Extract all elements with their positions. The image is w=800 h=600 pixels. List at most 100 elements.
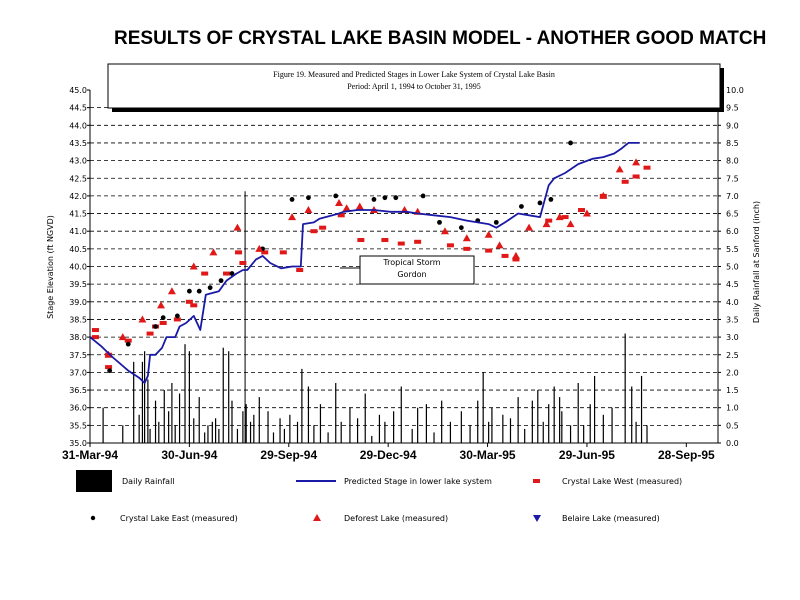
east-marker <box>458 225 464 231</box>
west-marker <box>512 257 520 262</box>
east-marker <box>107 368 113 374</box>
tick-labels: 35.0 35.5 36.0 36.5 37.0 37.5 38.0 38.5 39.0 39.5… <box>62 86 744 462</box>
y2-tick-label: 3.5 <box>726 315 739 324</box>
east-marker <box>174 313 180 319</box>
y-tick-label: 41.0 <box>69 227 87 236</box>
east-marker <box>218 278 224 284</box>
deforest-marker <box>189 262 198 270</box>
deforest-marker <box>288 213 297 221</box>
deforest-marker <box>542 220 551 228</box>
east-marker <box>289 197 295 202</box>
legend-belaire-label: Belaire Lake (measured) <box>562 514 660 523</box>
west-marker <box>337 213 345 218</box>
east-marker <box>568 140 573 146</box>
predicted-line-group <box>89 142 640 384</box>
east-marker <box>160 315 166 321</box>
y-tick-label: 37.5 <box>69 351 87 360</box>
deforest-marker <box>335 198 344 206</box>
x-tick-label: 29-Dec-94 <box>360 448 417 462</box>
west-marker <box>124 338 132 343</box>
west-marker <box>190 303 198 308</box>
west-marker <box>545 218 553 223</box>
deforest-marker <box>342 204 351 212</box>
deforest-marker <box>255 244 264 252</box>
chart-axes <box>87 89 721 447</box>
y2-tick-label: 4.5 <box>726 280 739 289</box>
annotation-box: Tropical Storm Gordon <box>340 255 475 285</box>
west-marker <box>643 165 651 170</box>
west-marker <box>279 250 287 255</box>
x-tick-label: 31-Mar-94 <box>62 448 118 462</box>
y2-tick-label: 6.0 <box>726 227 739 236</box>
predicted-stage-line <box>89 142 640 384</box>
y-tick-label: 39.0 <box>69 298 87 307</box>
west-marker <box>381 238 389 243</box>
y-tick-label: 35.0 <box>69 439 87 448</box>
legend-east-label: Crystal Lake East (measured) <box>120 514 238 523</box>
rainfall-bars <box>102 333 648 443</box>
west-marker <box>239 260 247 265</box>
deforest-marker <box>555 213 564 221</box>
y-tick-label: 44.0 <box>69 121 87 130</box>
x-tick-label: 29-Jun-95 <box>559 448 615 462</box>
y2-tick-label: 0.5 <box>726 421 739 430</box>
east-marker <box>333 193 339 199</box>
west-marker <box>561 215 569 220</box>
annotation-line1: Tropical Storm <box>382 258 440 267</box>
y2-tick-label: 9.0 <box>726 121 739 130</box>
y2-tick-label: 1.5 <box>726 386 739 395</box>
west-marker <box>446 243 454 248</box>
east-marker <box>382 195 388 201</box>
east-marker <box>493 219 499 225</box>
east-marker <box>393 195 399 201</box>
west-marker <box>397 241 405 246</box>
y-tick-label: 36.0 <box>69 404 87 413</box>
y-tick-label: 42.0 <box>69 192 87 201</box>
deforest-marker <box>615 165 624 173</box>
deforest-marker <box>525 223 534 231</box>
deforest-marker <box>462 234 471 242</box>
y2-tick-label: 1.0 <box>726 404 739 413</box>
y2-axis-label: Daily Rainfall at Sanford (inch) <box>752 201 761 323</box>
west-marker <box>159 320 167 325</box>
east-marker <box>153 324 158 329</box>
deforest-marker <box>209 248 218 256</box>
west-marker <box>105 365 113 370</box>
legend: Daily Rainfall Predicted Stage in lower … <box>76 470 682 523</box>
west-marker <box>485 248 493 253</box>
y2-tick-label: 7.0 <box>726 192 739 201</box>
y2-tick-label: 7.5 <box>726 174 739 183</box>
legend-rainfall-label: Daily Rainfall <box>122 477 175 486</box>
east-marker <box>196 288 202 294</box>
west-marker <box>414 239 422 244</box>
legend-east-swatch <box>90 515 96 521</box>
y-axis-label: Stage Elevation (ft NGVD) <box>46 215 55 319</box>
deforest-marker <box>156 301 165 309</box>
y2-tick-label: 8.5 <box>726 139 739 148</box>
west-marker <box>185 299 193 304</box>
deforest-marker <box>440 227 449 235</box>
y-tick-label: 42.5 <box>69 174 87 183</box>
y2-tick-label: 10.0 <box>726 86 744 95</box>
y-tick-label: 39.5 <box>69 280 87 289</box>
y-tick-label: 36.5 <box>69 386 87 395</box>
annotation-line2: Gordon <box>397 270 426 279</box>
y-tick-label: 40.0 <box>69 263 87 272</box>
y-tick-label: 38.0 <box>69 333 87 342</box>
deforest-marker <box>599 191 608 199</box>
legend-predicted-label: Predicted Stage in lower lake system <box>344 477 492 486</box>
x-tick-label: 29-Sep-94 <box>260 448 317 462</box>
figure-period: Period: April 1, 1994 to October 31, 199… <box>347 82 481 91</box>
y2-tick-label: 3.0 <box>726 333 739 342</box>
page-title: RESULTS OF CRYSTAL LAKE BASIN MODEL - AN… <box>114 28 767 49</box>
west-marker <box>621 179 629 184</box>
y2-tick-label: 2.0 <box>726 368 739 377</box>
legend-deforest-swatch <box>313 514 321 521</box>
x-tick-label: 28-Sep-95 <box>658 448 715 462</box>
west-marker <box>91 335 99 340</box>
west-marker <box>261 250 269 255</box>
west-marker <box>632 174 640 179</box>
y-tick-label: 40.5 <box>69 245 87 254</box>
y-tick-label: 41.5 <box>69 210 87 219</box>
